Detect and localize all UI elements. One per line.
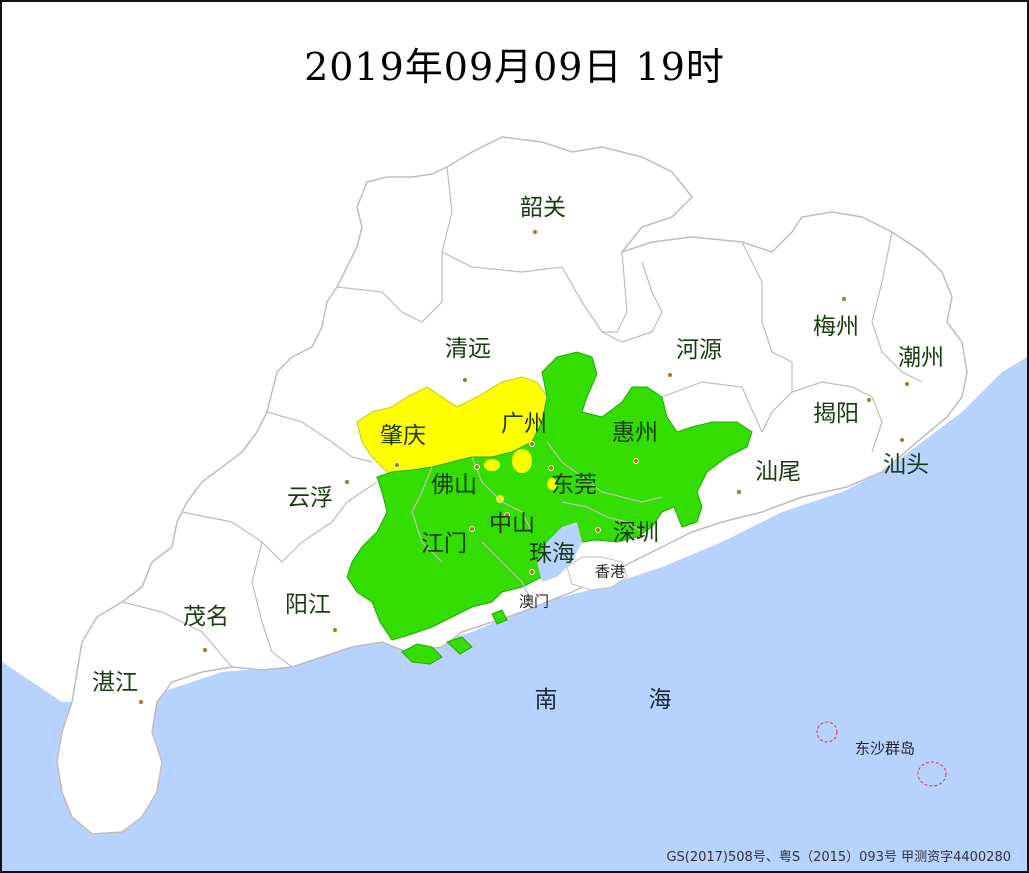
marker-zhuhai [529,569,535,575]
map-approval-number: GS(2017)508号、粤S（2015）093号 甲测资字4400280 [666,850,1011,865]
marker-yunfu [344,479,350,485]
label-shantou: 汕头 [883,452,929,478]
label-shenzhen: 深圳 [613,520,659,546]
marker-zhanjiang [138,699,144,705]
label-meizhou: 梅州 [813,314,859,340]
label-jiangmen: 江门 [421,531,467,557]
marker-shantou [899,437,905,443]
marker-dongguan [548,465,554,471]
marker-qingyuan [462,377,468,383]
marker-jiangmen [469,526,475,532]
marker-shaoguan [532,229,538,235]
marker-shenzhen [595,527,601,533]
label-shaoguan: 韶关 [520,195,566,221]
label-zhongshan: 中山 [489,511,535,537]
label-maoming: 茂名 [183,604,229,630]
pearl-river-estuary [537,522,582,582]
marker-guangzhou [529,441,535,447]
dongsha-islands-outline [816,721,947,787]
prefecture-borders [121,166,923,668]
marker-chaozhou [904,381,910,387]
marker-jieyang [866,397,872,403]
label-sea-nan: 南 [534,687,558,713]
label-shanwei: 汕尾 [755,459,801,485]
label-yunfu: 云浮 [287,485,333,511]
yellow-patch-shunde [496,495,504,503]
marker-huizhou [633,458,639,464]
label-zhanjiang: 湛江 [92,670,138,696]
marker-heyuan [667,372,673,378]
marker-yangjiang [332,627,338,633]
marker-foshan [474,464,480,470]
label-qingyuan: 清远 [445,336,491,362]
label-foshan: 佛山 [431,472,477,498]
label-sea-hai: 海 [648,687,672,713]
label-heyuan: 河源 [676,337,722,363]
label-guangzhou: 广州 [501,411,547,437]
city-markers [138,229,910,705]
marker-meizhou [841,296,847,302]
marker-zhaoqing [394,462,400,468]
label-dongguan: 东莞 [551,472,597,498]
label-hongkong: 香港 [594,562,626,581]
marker-maoming [202,647,208,653]
label-jieyang: 揭阳 [813,401,859,427]
label-yangjiang: 阳江 [285,592,331,618]
label-chaozhou: 潮州 [898,345,944,371]
label-zhuhai: 珠海 [529,541,575,567]
marker-shanwei [736,489,742,495]
yellow-patch-guangzhou-south [484,459,500,471]
label-macau: 澳门 [518,592,550,611]
hongkong-area [566,556,628,591]
islands-prd [401,609,508,665]
label-huizhou: 惠州 [612,420,658,446]
marker-zhongshan [504,512,510,518]
yellow-patch-dongguan [512,449,532,473]
map-title: 2019年09月09日 19时 [304,45,725,89]
label-zhaoqing: 肇庆 [380,423,426,449]
label-dongsha: 东沙群岛 [854,739,916,758]
yellow-patch-dongguan-center [547,478,557,490]
